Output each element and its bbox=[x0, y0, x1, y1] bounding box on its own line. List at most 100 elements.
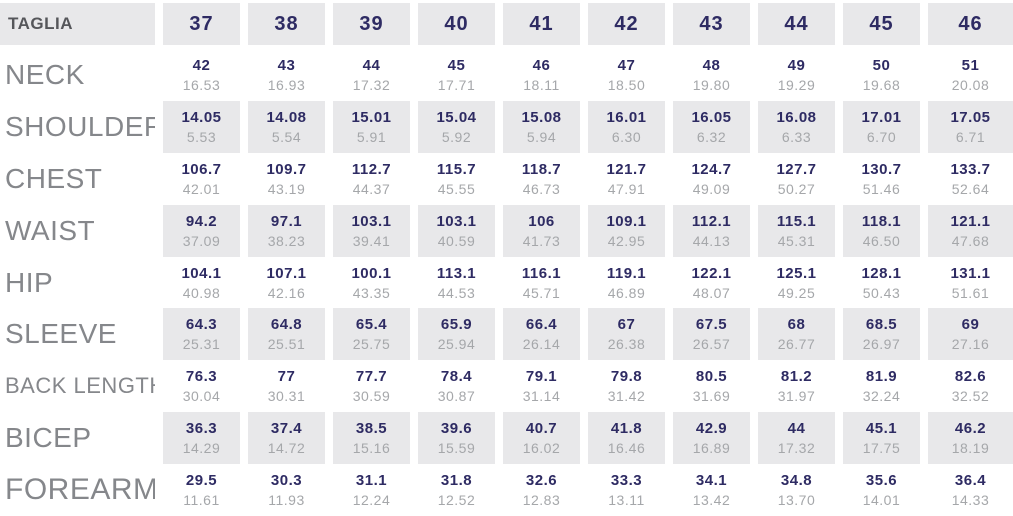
cm-value: 78.4 bbox=[440, 368, 473, 386]
inch-value: 31.14 bbox=[522, 388, 561, 405]
inch-value: 12.83 bbox=[522, 492, 561, 509]
cm-value: 50 bbox=[872, 56, 891, 74]
inch-value: 45.31 bbox=[777, 232, 816, 249]
inch-value: 44.53 bbox=[437, 284, 476, 301]
measurement-cell: 68 26.77 bbox=[758, 308, 835, 361]
measurement-cell: 81.2 31.97 bbox=[758, 360, 835, 412]
cm-value: 47 bbox=[617, 56, 636, 74]
measurement-cell: 47 18.50 bbox=[588, 49, 665, 101]
inch-value: 38.23 bbox=[267, 232, 306, 249]
measurement-cell: 37.4 14.72 bbox=[248, 412, 325, 465]
cm-value: 115.7 bbox=[436, 160, 477, 178]
measurement-cell: 97.1 38.23 bbox=[248, 204, 325, 257]
row-label: FOREARM bbox=[5, 473, 155, 507]
inch-value: 12.52 bbox=[437, 492, 476, 509]
measurement-cell: 65.4 25.75 bbox=[333, 308, 410, 361]
inch-value: 40.59 bbox=[437, 232, 476, 249]
inch-value: 26.97 bbox=[862, 336, 901, 353]
measurement-cell: 112.1 44.13 bbox=[673, 204, 750, 257]
inch-value: 39.41 bbox=[352, 232, 391, 249]
measurement-cell: 50 19.68 bbox=[843, 49, 920, 101]
inch-value: 48.07 bbox=[692, 284, 731, 301]
inch-value: 40.98 bbox=[182, 284, 221, 301]
cm-value: 133.7 bbox=[950, 160, 991, 178]
cm-value: 31.8 bbox=[440, 472, 473, 490]
inch-value: 18.11 bbox=[523, 76, 560, 93]
cm-value: 81.9 bbox=[865, 368, 898, 386]
cm-value: 100.1 bbox=[351, 264, 392, 282]
measurement-cell: 106.7 42.01 bbox=[163, 153, 240, 205]
cm-value: 119.1 bbox=[606, 264, 647, 282]
measurement-cell: 115.1 45.31 bbox=[758, 204, 835, 257]
cm-value: 68.5 bbox=[865, 316, 898, 334]
header-size-cell: 37 bbox=[163, 3, 240, 45]
measurement-cell: 66.4 26.14 bbox=[503, 308, 580, 361]
inch-value: 20.08 bbox=[951, 76, 990, 93]
cm-value: 33.3 bbox=[610, 472, 643, 490]
inch-value: 27.16 bbox=[951, 336, 990, 353]
measurement-cell: 38.5 15.16 bbox=[333, 412, 410, 465]
cm-value: 109.1 bbox=[606, 212, 647, 230]
inch-value: 6.30 bbox=[611, 128, 642, 145]
cm-value: 112.7 bbox=[351, 160, 392, 178]
inch-value: 11.61 bbox=[183, 492, 220, 509]
inch-value: 16.02 bbox=[522, 440, 561, 457]
cm-value: 14.05 bbox=[181, 108, 222, 126]
cm-value: 103.1 bbox=[351, 212, 392, 230]
inch-value: 26.77 bbox=[777, 336, 816, 353]
cm-value: 45 bbox=[447, 56, 466, 74]
measurement-cell: 76.3 30.04 bbox=[163, 360, 240, 412]
cm-value: 121.7 bbox=[606, 160, 647, 178]
cm-value: 17.01 bbox=[861, 108, 902, 126]
cm-value: 81.2 bbox=[780, 368, 813, 386]
measurement-row: FOREARM 29.5 11.61 30.3 11.93 31.1 12.24 31.8 12… bbox=[0, 464, 1013, 516]
cm-value: 127.7 bbox=[776, 160, 817, 178]
cm-value: 80.5 bbox=[695, 368, 728, 386]
cm-value: 77.7 bbox=[355, 368, 388, 386]
inch-value: 5.54 bbox=[271, 128, 302, 145]
inch-value: 5.53 bbox=[186, 128, 217, 145]
measurement-cell: 48 19.80 bbox=[673, 49, 750, 101]
inch-value: 43.35 bbox=[352, 284, 391, 301]
cm-value: 115.1 bbox=[776, 212, 817, 230]
measurement-cell: 68.5 26.97 bbox=[843, 308, 920, 361]
measurement-cell: 14.05 5.53 bbox=[163, 100, 240, 153]
measurement-cell: 131.1 51.61 bbox=[928, 257, 1013, 309]
inch-value: 32.52 bbox=[951, 388, 990, 405]
cm-value: 34.8 bbox=[780, 472, 813, 490]
cm-value: 104.1 bbox=[181, 264, 222, 282]
measurement-cell: 36.4 14.33 bbox=[928, 464, 1013, 516]
cm-value: 40.7 bbox=[525, 420, 558, 438]
inch-value: 30.31 bbox=[267, 388, 306, 405]
inch-value: 13.11 bbox=[608, 492, 645, 509]
inch-value: 31.42 bbox=[607, 388, 646, 405]
cm-value: 15.01 bbox=[351, 108, 392, 126]
measurement-cell: 17.05 6.71 bbox=[928, 100, 1013, 153]
inch-value: 45.55 bbox=[437, 180, 476, 197]
inch-value: 19.80 bbox=[692, 76, 731, 93]
measurement-cell: 64.8 25.51 bbox=[248, 308, 325, 361]
measurement-cell: 121.7 47.91 bbox=[588, 153, 665, 205]
measurement-cell: 103.1 40.59 bbox=[418, 204, 495, 257]
cm-value: 125.1 bbox=[776, 264, 817, 282]
inch-value: 46.73 bbox=[522, 180, 561, 197]
measurement-cell: 118.1 46.50 bbox=[843, 204, 920, 257]
cm-value: 31.1 bbox=[355, 472, 388, 490]
cm-value: 42.9 bbox=[695, 420, 728, 438]
inch-value: 44.13 bbox=[692, 232, 731, 249]
measurement-cell: 118.7 46.73 bbox=[503, 153, 580, 205]
cm-value: 49 bbox=[787, 56, 806, 74]
inch-value: 45.71 bbox=[522, 284, 561, 301]
inch-value: 16.46 bbox=[607, 440, 646, 457]
inch-value: 31.97 bbox=[777, 388, 816, 405]
inch-value: 32.24 bbox=[862, 388, 901, 405]
cm-value: 46 bbox=[532, 56, 551, 74]
measurement-cell: 29.5 11.61 bbox=[163, 464, 240, 516]
inch-value: 37.09 bbox=[182, 232, 221, 249]
cm-value: 48 bbox=[702, 56, 721, 74]
measurement-cell: 45.1 17.75 bbox=[843, 412, 920, 465]
inch-value: 11.93 bbox=[268, 492, 305, 509]
measurement-cell: 42.9 16.89 bbox=[673, 412, 750, 465]
cm-value: 112.1 bbox=[691, 212, 732, 230]
inch-value: 5.92 bbox=[441, 128, 472, 145]
